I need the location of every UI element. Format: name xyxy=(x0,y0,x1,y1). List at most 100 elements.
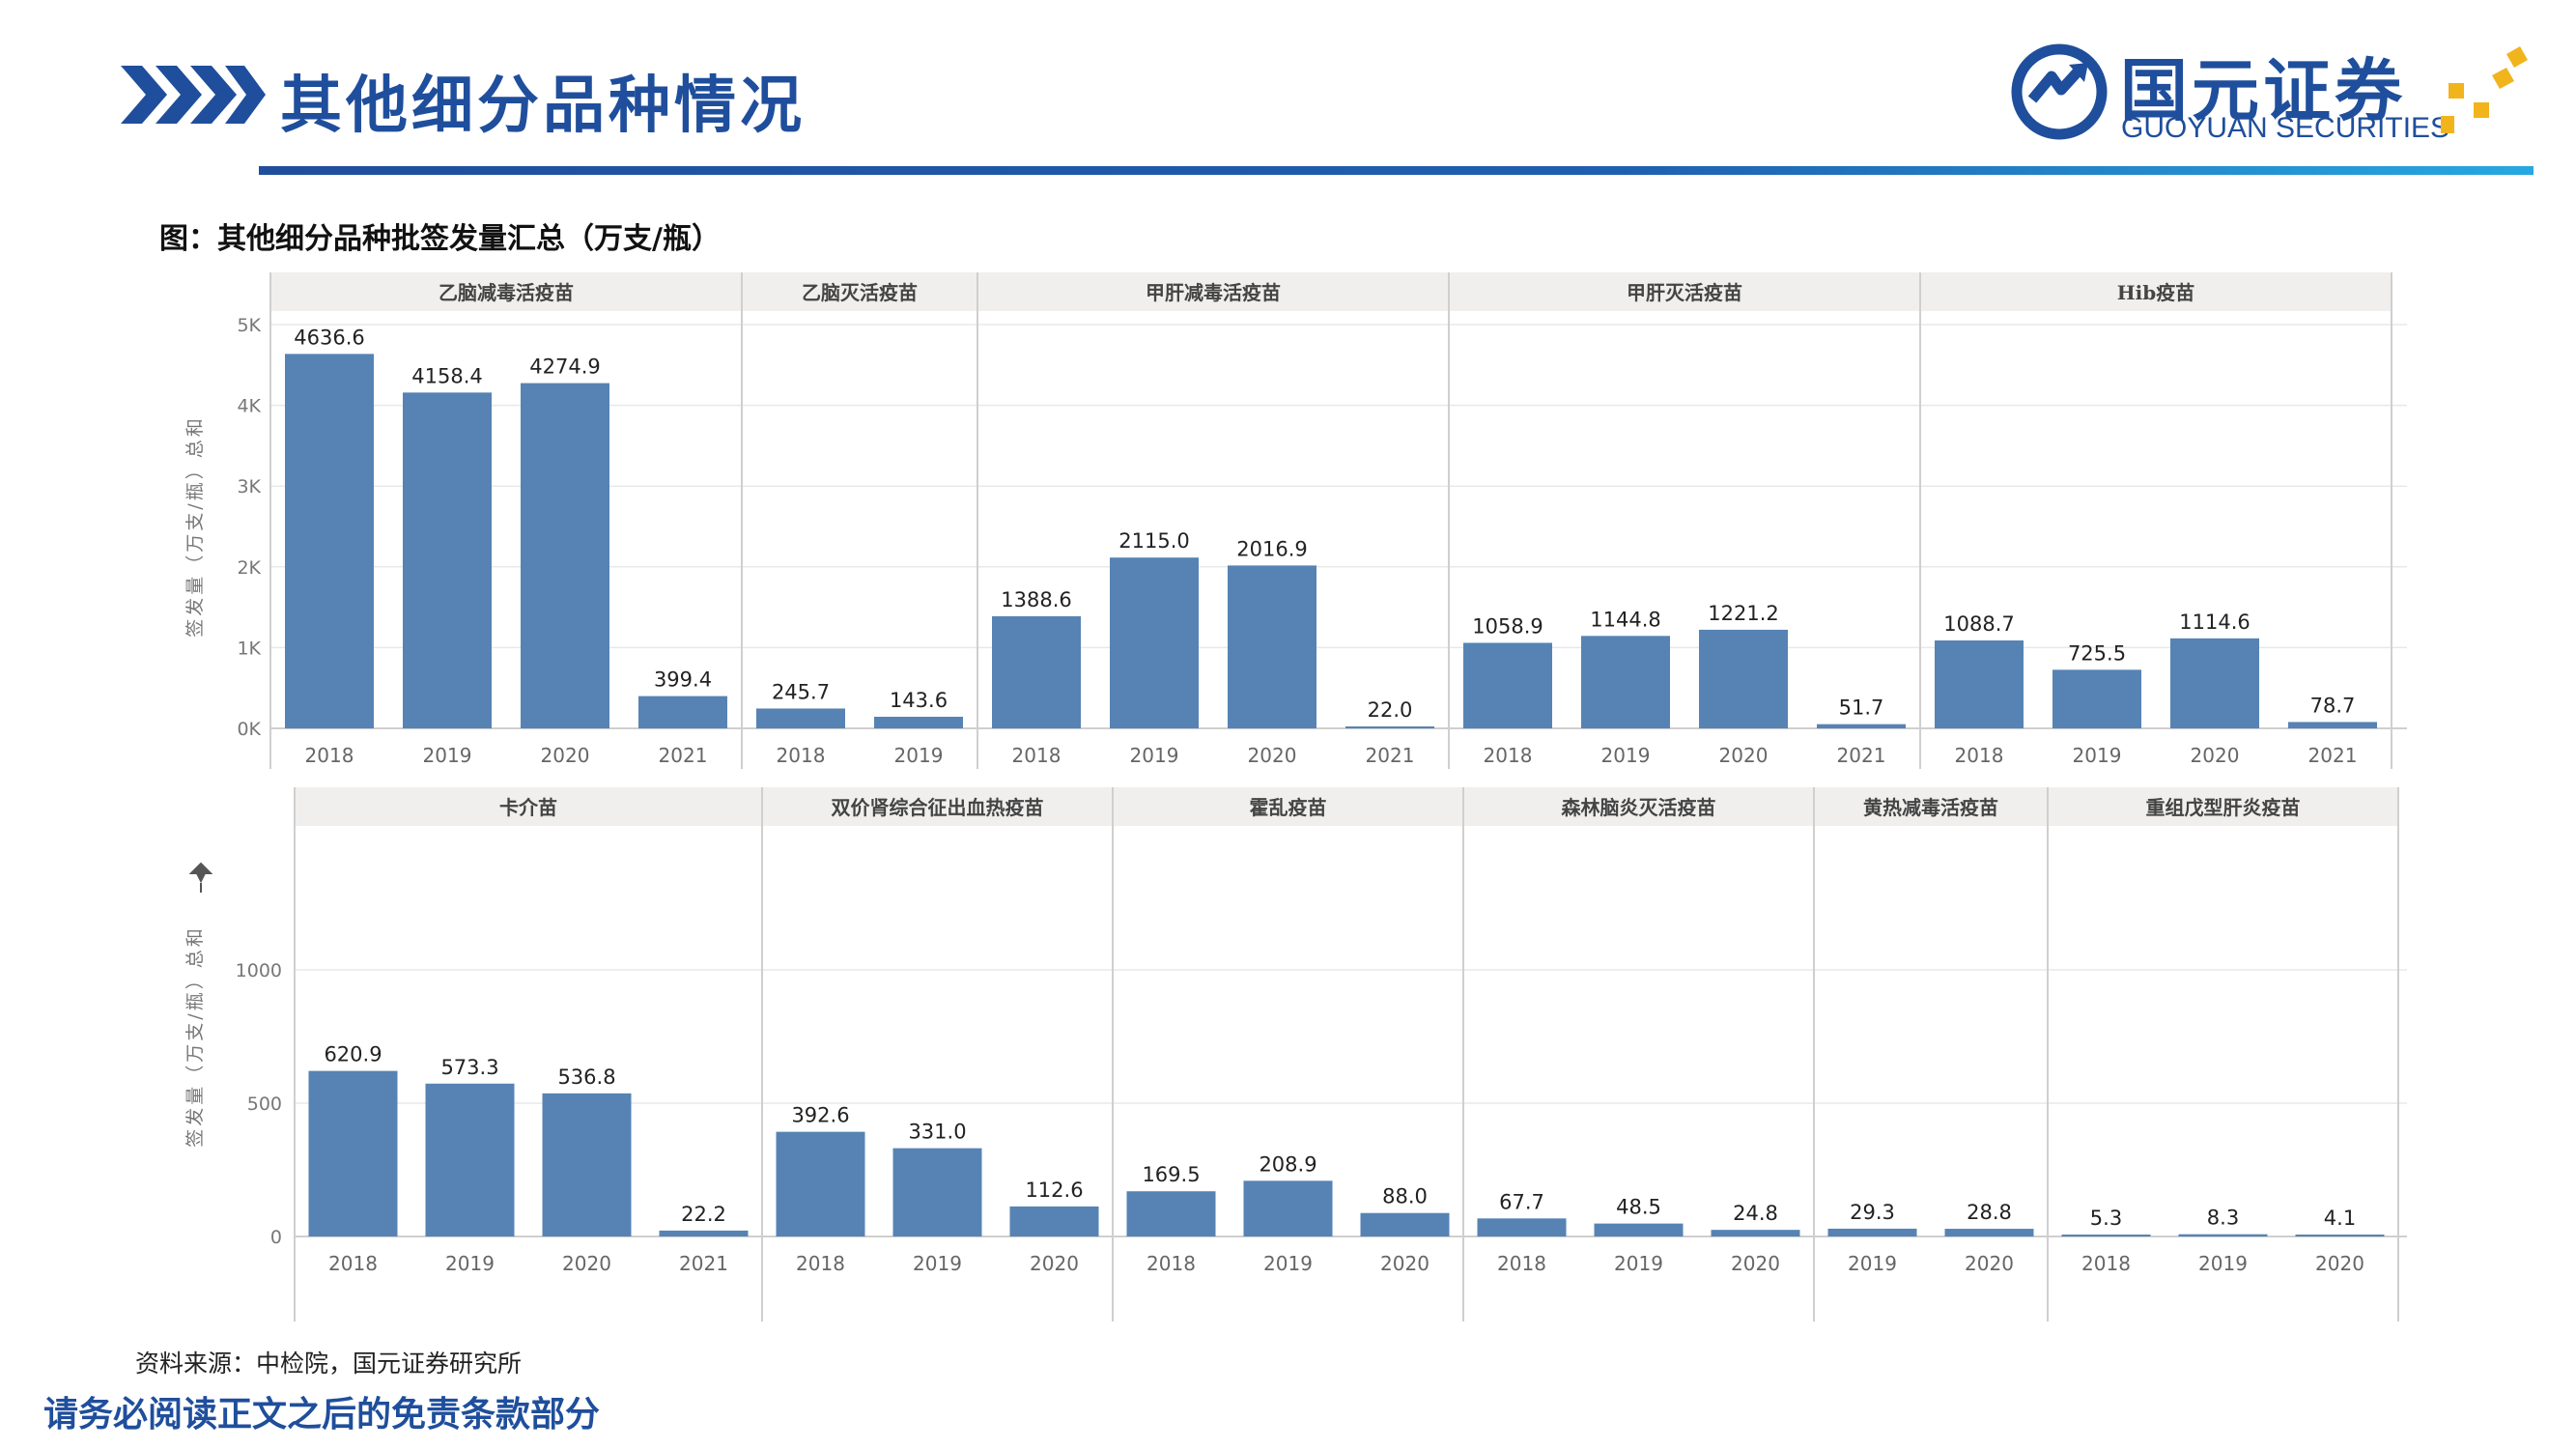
panel-header xyxy=(1814,787,2048,826)
bar-data-label: 4274.9 xyxy=(529,355,600,379)
x-tick-label: 2019 xyxy=(913,1252,962,1275)
disclaimer: 请务必阅读正文之后的免责条款部分 xyxy=(43,1394,601,1435)
bar-data-label: 24.8 xyxy=(1733,1202,1778,1225)
bar xyxy=(1228,565,1316,728)
bar xyxy=(308,1070,398,1236)
bar-data-label: 1388.6 xyxy=(1001,588,1071,611)
bar xyxy=(1711,1230,1800,1236)
y-tick-label: 3K xyxy=(237,476,261,497)
y-axis-label: 签发量（万支/瓶）总和 xyxy=(184,415,206,637)
x-tick-label: 2021 xyxy=(1366,744,1415,767)
bar-data-label: 112.6 xyxy=(1025,1179,1083,1202)
bar xyxy=(1110,557,1199,728)
logo-decoration-icon xyxy=(2441,46,2528,133)
panel-title: 乙脑减毒活疫苗 xyxy=(439,281,574,304)
bar-data-label: 28.8 xyxy=(1967,1201,2012,1224)
x-tick-label: 2020 xyxy=(562,1252,611,1275)
bar xyxy=(1463,642,1552,728)
x-tick-label: 2019 xyxy=(1601,744,1651,767)
bar-data-label: 22.0 xyxy=(1368,698,1413,722)
bar xyxy=(1243,1180,1333,1236)
bar xyxy=(403,392,492,728)
panel-title: 霍乱疫苗 xyxy=(1250,796,1327,819)
panel-title: 甲肝减毒活疫苗 xyxy=(1146,281,1281,304)
bar xyxy=(992,615,1081,728)
bar xyxy=(1360,1212,1450,1236)
x-tick-label: 2020 xyxy=(1719,744,1769,767)
panel-header xyxy=(1449,272,1920,311)
y-tick-label: 1K xyxy=(237,638,261,659)
y-tick-label: 0 xyxy=(270,1227,282,1248)
x-tick-label: 2018 xyxy=(1146,1252,1196,1275)
x-tick-label: 2018 xyxy=(2081,1252,2131,1275)
logo-chinese-name: 国元证券 xyxy=(2120,51,2406,130)
bar-data-label: 245.7 xyxy=(772,680,830,703)
chevron-arrows-icon xyxy=(121,66,266,124)
bar-data-label: 2115.0 xyxy=(1118,529,1189,553)
bar xyxy=(1477,1218,1567,1236)
bar-data-label: 51.7 xyxy=(1839,696,1884,720)
bar-data-label: 620.9 xyxy=(324,1043,382,1066)
bar xyxy=(892,1148,982,1236)
x-tick-label: 2018 xyxy=(796,1252,845,1275)
y-tick-label: 5K xyxy=(237,315,261,336)
panel-header xyxy=(295,787,762,826)
x-tick-label: 2019 xyxy=(1263,1252,1313,1275)
bar xyxy=(1699,629,1788,728)
bar-data-label: 2016.9 xyxy=(1236,537,1307,560)
bar-data-label: 1221.2 xyxy=(1708,602,1778,625)
bar xyxy=(659,1230,749,1236)
bar xyxy=(2061,1235,2151,1236)
panel-header xyxy=(270,272,742,311)
x-tick-label: 2018 xyxy=(1484,744,1533,767)
bar-data-label: 399.4 xyxy=(654,668,712,692)
x-tick-label: 2018 xyxy=(777,744,826,767)
x-tick-label: 2018 xyxy=(1012,744,1062,767)
bar xyxy=(874,716,963,728)
x-tick-label: 2020 xyxy=(2191,744,2240,767)
x-tick-label: 2020 xyxy=(1731,1252,1780,1275)
y-tick-label: 4K xyxy=(237,396,261,417)
panel-header xyxy=(1113,787,1463,826)
bar-data-label: 4636.6 xyxy=(294,326,364,349)
bar-data-label: 5.3 xyxy=(2090,1207,2122,1230)
panel-header xyxy=(2048,787,2398,826)
x-tick-label: 2018 xyxy=(328,1252,378,1275)
bar-data-label: 573.3 xyxy=(440,1056,498,1079)
bar xyxy=(1827,1228,1917,1236)
bar xyxy=(425,1083,515,1236)
x-tick-label: 2019 xyxy=(445,1252,495,1275)
x-tick-label: 2019 xyxy=(894,744,944,767)
x-tick-label: 2020 xyxy=(1248,744,1297,767)
source-note: 资料来源：中检院，国元证券研究所 xyxy=(135,1350,523,1378)
x-tick-label: 2021 xyxy=(659,744,708,767)
panel-header xyxy=(1463,787,1814,826)
x-tick-label: 2021 xyxy=(1837,744,1886,767)
y-tick-label: 2K xyxy=(237,557,261,579)
bar-data-label: 536.8 xyxy=(557,1065,615,1089)
panel-header xyxy=(1920,272,2392,311)
bar xyxy=(756,708,845,728)
panel-title: 甲肝灭活疫苗 xyxy=(1627,281,1742,304)
panel-title: Hib疫苗 xyxy=(2117,281,2194,304)
bar-data-label: 22.2 xyxy=(681,1203,726,1226)
panel-title: 重组戊型肝炎疫苗 xyxy=(2146,796,2301,819)
panel-title: 乙脑灭活疫苗 xyxy=(802,281,918,304)
bar xyxy=(1817,724,1906,728)
pin-icon xyxy=(188,862,213,893)
bar xyxy=(1594,1223,1684,1236)
panel-header xyxy=(977,272,1449,311)
header-divider xyxy=(259,166,2534,175)
x-tick-label: 2018 xyxy=(1955,744,2004,767)
x-tick-label: 2021 xyxy=(2308,744,2358,767)
bar-data-label: 88.0 xyxy=(1382,1185,1428,1208)
x-tick-label: 2020 xyxy=(2315,1252,2364,1275)
bar-data-label: 208.9 xyxy=(1259,1152,1316,1176)
bar xyxy=(1009,1206,1099,1236)
bar xyxy=(2052,669,2141,728)
panel-title: 黄热减毒活疫苗 xyxy=(1863,796,1998,819)
guoyuan-logo-icon xyxy=(2011,43,2108,140)
bar xyxy=(2170,638,2259,728)
panel-header xyxy=(742,272,977,311)
